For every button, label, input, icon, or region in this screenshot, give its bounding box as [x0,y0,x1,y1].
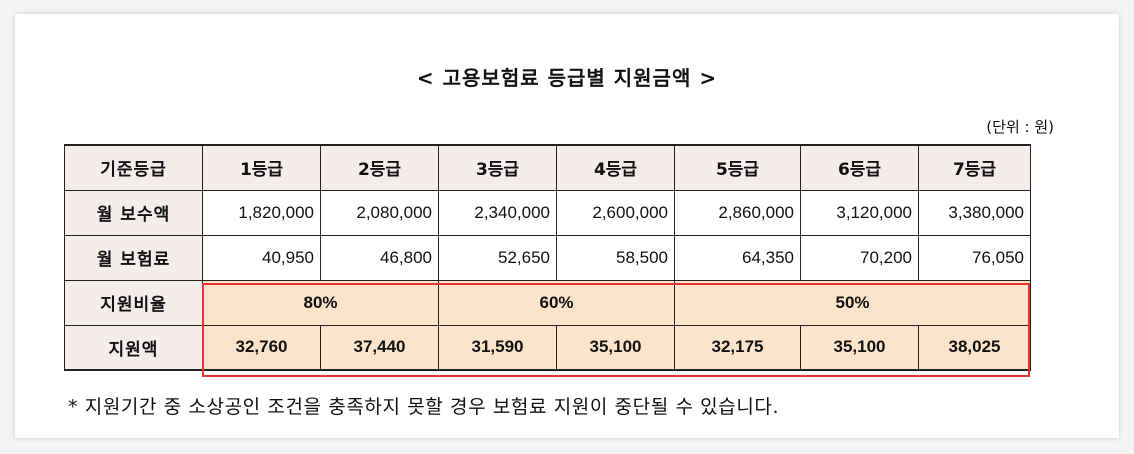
table-row: 지원비율 80% 60% 50% [64,279,1031,326]
table-row: 지원액 32,760 37,440 31,590 35,100 32,175 3… [64,324,1031,371]
table-cell: 46,800 [320,234,439,281]
unit-label: (단위 : 원) [986,118,1054,136]
table-cell: 3,380,000 [918,189,1031,236]
header-cell: 3등급 [438,144,557,191]
table-cell: 35,100 [800,324,919,371]
table-row: 월 보수액 1,820,000 2,080,000 2,340,000 2,60… [64,189,1031,236]
table-cell: 31,590 [438,324,557,371]
header-cell: 5등급 [674,144,801,191]
rate-cell: 80% [202,279,439,326]
table-title: < 고용보험료 등급별 지원금액 > [416,66,718,90]
table-cell: 58,500 [556,234,675,281]
footnote: * 지원기간 중 소상공인 조건을 충족하지 못할 경우 보험료 지원이 중단될… [68,396,780,418]
table-cell: 70,200 [800,234,919,281]
table-cell: 37,440 [320,324,439,371]
table-cell: 40,950 [202,234,321,281]
header-cell: 7등급 [918,144,1031,191]
table-cell: 2,860,000 [674,189,801,236]
header-cell: 2등급 [320,144,439,191]
header-cell: 1등급 [202,144,321,191]
row-label: 월 보수액 [64,189,203,236]
header-cell: 6등급 [800,144,919,191]
rate-cell: 50% [674,279,1031,326]
header-cell: 4등급 [556,144,675,191]
table-cell: 32,175 [674,324,801,371]
table-cell: 1,820,000 [202,189,321,236]
table-cell: 64,350 [674,234,801,281]
table-cell: 52,650 [438,234,557,281]
table-cell: 32,760 [202,324,321,371]
table-cell: 2,340,000 [438,189,557,236]
table-cell: 3,120,000 [800,189,919,236]
row-label: 지원비율 [64,279,203,326]
header-row: 기준등급 1등급 2등급 3등급 4등급 5등급 6등급 7등급 [64,144,1031,191]
table-cell: 38,025 [918,324,1031,371]
table-cell: 2,600,000 [556,189,675,236]
header-cell: 기준등급 [64,144,203,191]
table-cell: 2,080,000 [320,189,439,236]
rate-cell: 60% [438,279,675,326]
row-label: 지원액 [64,324,203,371]
table-cell: 35,100 [556,324,675,371]
grade-support-table: 기준등급 1등급 2등급 3등급 4등급 5등급 6등급 7등급 월 보수액 1… [64,144,1031,371]
row-label: 월 보험료 [64,234,203,281]
table-row: 월 보험료 40,950 46,800 52,650 58,500 64,350… [64,234,1031,281]
table-cell: 76,050 [918,234,1031,281]
